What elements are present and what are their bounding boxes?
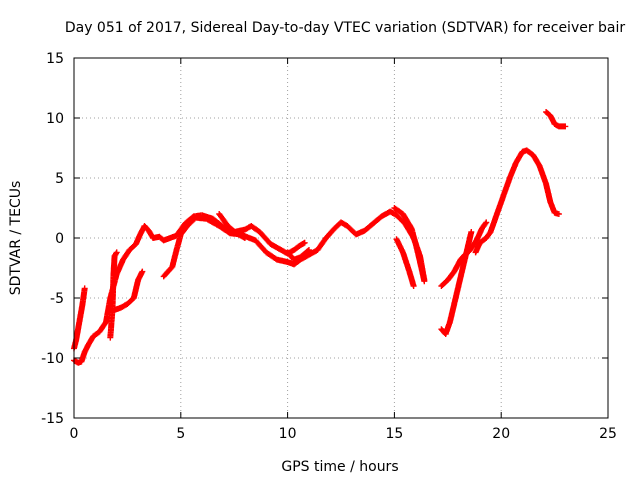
x-tick-label: 15: [385, 426, 403, 442]
series-arc-7: [284, 247, 312, 263]
data-marks: [284, 247, 312, 263]
series-arc-13: [543, 109, 569, 130]
y-tick-label: 10: [46, 111, 64, 127]
series-arc-6: [216, 211, 248, 241]
data-marks: [216, 211, 248, 241]
data-marks: [391, 205, 428, 285]
series-arc-8: [391, 205, 428, 285]
data-marks: [543, 109, 569, 130]
y-tick-label: -5: [50, 291, 64, 307]
series-arc-11: [438, 219, 490, 289]
series-arc-5: [160, 208, 428, 283]
y-tick-label: -15: [41, 411, 64, 427]
x-tick-label: 10: [279, 426, 297, 442]
x-ticks: 0 5 10 15 20 25: [70, 58, 617, 442]
data-marks: [107, 249, 120, 341]
x-tick-label: 5: [176, 426, 185, 442]
y-tick-label: 5: [55, 171, 64, 187]
y-tick-label: -10: [41, 351, 64, 367]
x-tick-label: 0: [70, 426, 79, 442]
data-marks: [111, 268, 146, 313]
data-points: [71, 109, 569, 366]
data-marks: [71, 212, 308, 366]
series-arc-3: [107, 249, 120, 341]
series-arc-9: [393, 236, 417, 289]
y-tick-label: 0: [55, 231, 64, 247]
data-marks: [438, 219, 490, 289]
data-marks: [160, 208, 428, 283]
x-axis-label: GPS time / hours: [281, 459, 398, 475]
x-tick-label: 25: [599, 426, 617, 442]
series-arc-2: [71, 212, 308, 366]
y-axis-label: SDTVAR / TECUs: [8, 181, 24, 296]
x-tick-label: 20: [492, 426, 510, 442]
y-ticks: -15 -10 -5 0 5 10 15: [41, 51, 608, 427]
data-marks: [393, 236, 417, 289]
data-marks: [472, 147, 562, 256]
series-arc-12: [472, 147, 562, 256]
chart-title: Day 051 of 2017, Sidereal Day-to-day VTE…: [65, 20, 626, 36]
y-tick-label: 15: [46, 51, 64, 67]
series-arc-4: [111, 268, 146, 313]
